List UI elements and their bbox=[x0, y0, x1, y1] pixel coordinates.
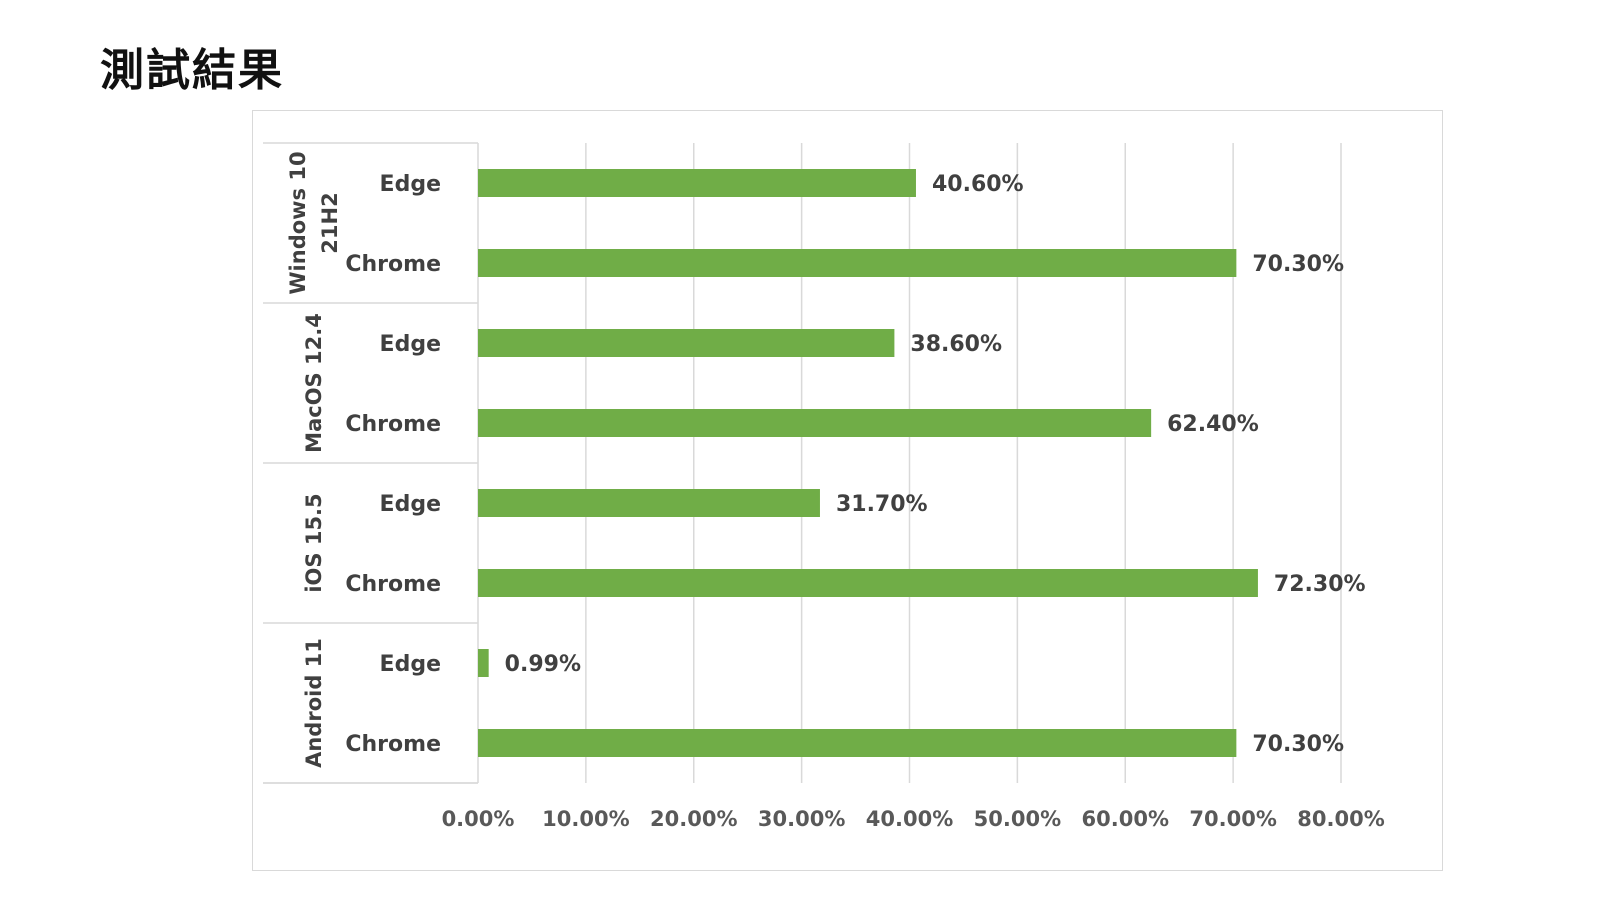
data-label: 62.40% bbox=[1167, 412, 1259, 437]
x-tick-label: 60.00% bbox=[1082, 807, 1169, 831]
bar-chart: Windows 10 21H2 Edge 40.60% Chrome 70.30% MacO… bbox=[263, 142, 1385, 831]
bar bbox=[478, 729, 1237, 757]
x-tick-label: 0.00% bbox=[442, 807, 515, 831]
group-label: MacOS 12.4 bbox=[302, 313, 326, 453]
category-label: Chrome bbox=[345, 732, 441, 757]
group-label-line: Android 11 bbox=[302, 638, 326, 768]
x-tick-label: 30.00% bbox=[758, 807, 845, 831]
data-label: 72.30% bbox=[1274, 572, 1366, 597]
group-label-line: MacOS 12.4 bbox=[302, 313, 326, 453]
bar bbox=[478, 489, 820, 517]
x-tick-label: 20.00% bbox=[650, 807, 737, 831]
bar bbox=[478, 649, 489, 677]
data-label: 31.70% bbox=[836, 492, 928, 517]
data-label: 38.60% bbox=[910, 332, 1002, 357]
group-label-line: iOS 15.5 bbox=[302, 493, 326, 592]
x-tick-label: 40.00% bbox=[866, 807, 953, 831]
group-label: Windows 10 21H2 bbox=[286, 151, 342, 294]
x-tick-label: 70.00% bbox=[1189, 807, 1276, 831]
bar bbox=[478, 169, 916, 197]
data-label: 0.99% bbox=[505, 652, 581, 677]
x-tick-label: 50.00% bbox=[974, 807, 1061, 831]
group-label: iOS 15.5 bbox=[302, 493, 326, 592]
x-tick-label: 10.00% bbox=[542, 807, 629, 831]
bar bbox=[478, 569, 1258, 597]
category-label: Edge bbox=[380, 652, 441, 677]
data-label: 70.30% bbox=[1252, 732, 1344, 757]
category-label: Chrome bbox=[345, 412, 441, 437]
chart-frame: Windows 10 21H2 Edge 40.60% Chrome 70.30% MacO… bbox=[252, 110, 1443, 871]
group-label: Android 11 bbox=[302, 638, 326, 768]
category-label: Edge bbox=[380, 332, 441, 357]
data-label: 40.60% bbox=[932, 172, 1024, 197]
category-label: Chrome bbox=[345, 572, 441, 597]
page-title: 測試結果 bbox=[100, 45, 284, 96]
category-label: Chrome bbox=[345, 252, 441, 277]
data-label: 70.30% bbox=[1252, 252, 1344, 277]
group-label-line: 21H2 bbox=[318, 192, 342, 253]
bar bbox=[478, 249, 1237, 277]
bar bbox=[478, 409, 1152, 437]
category-label: Edge bbox=[380, 492, 441, 517]
x-tick-label: 80.00% bbox=[1297, 807, 1384, 831]
category-label: Edge bbox=[380, 172, 441, 197]
group-label-line: Windows 10 bbox=[286, 151, 310, 294]
bar bbox=[478, 329, 895, 357]
